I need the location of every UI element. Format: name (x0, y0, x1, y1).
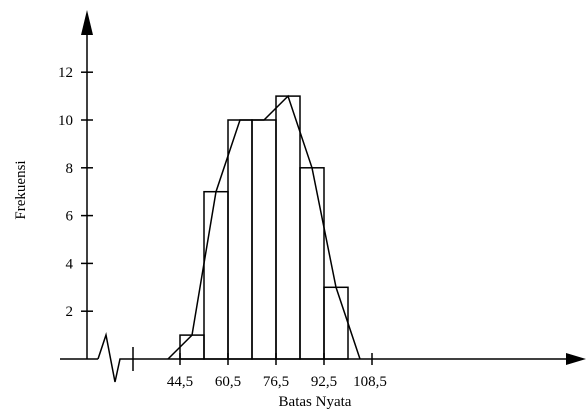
histogram-bars (179, 95, 349, 360)
x-tick-label-2: 76,5 (263, 374, 289, 390)
frequency-polygon (167, 94, 361, 360)
y-tick-label-10: 10 (58, 113, 73, 129)
histogram-bar-6 (299, 167, 325, 360)
x-axis-break-zigzag (97, 332, 128, 383)
frequency-polygon-line (167, 94, 361, 360)
histogram-bar-4 (251, 119, 277, 360)
y-tick-label-4: 4 (66, 256, 74, 272)
histogram-bar-2 (203, 190, 229, 360)
x-axis-arrow (566, 353, 586, 365)
histogram-bar-7 (323, 286, 349, 360)
histogram-bar-5 (275, 95, 301, 360)
x-axis-title: Batas Nyata (279, 394, 352, 410)
y-axis-arrow (81, 10, 93, 35)
y-tick-label-12: 12 (58, 65, 73, 81)
ticks: 2 4 6 8 10 12 44,5 60,5 76,5 92,5 108,5 (58, 65, 387, 390)
y-tick-label-6: 6 (66, 209, 74, 225)
y-tick-label-2: 2 (66, 304, 74, 320)
x-tick-label-4: 108,5 (353, 374, 387, 390)
x-tick-label-1: 60,5 (215, 374, 241, 390)
axes (60, 10, 586, 383)
y-tick-label-8: 8 (66, 161, 74, 177)
x-tick-label-3: 92,5 (311, 374, 337, 390)
histogram-bar-1 (179, 334, 205, 360)
y-axis-title: Frekuensi (13, 160, 29, 219)
x-tick-label-0: 44,5 (167, 374, 193, 390)
histogram-bar-3 (227, 119, 253, 360)
